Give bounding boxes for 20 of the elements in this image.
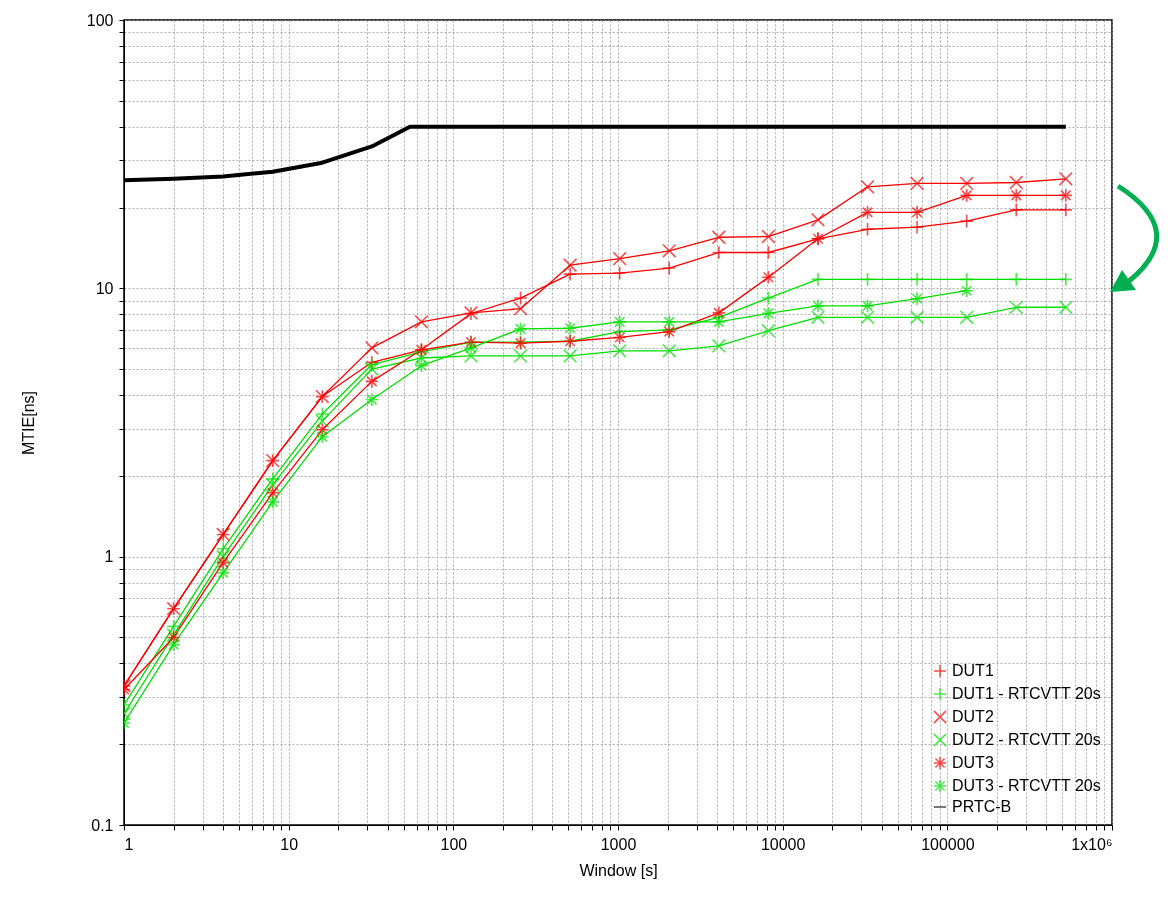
- legend-label: DUT1 - RTCVTT 20s: [952, 685, 1101, 702]
- legend-label: DUT2: [952, 708, 994, 725]
- y-tick-label: 100: [86, 11, 114, 29]
- legend-label: DUT3 - RTCVTT 20s: [952, 777, 1101, 794]
- x-tick-label: 10: [280, 835, 299, 853]
- x-tick-label: 1000: [600, 835, 637, 853]
- x-axis-title: Window [s]: [579, 861, 658, 879]
- x-tick-label: 100: [440, 835, 468, 853]
- legend-label: DUT3: [952, 754, 994, 771]
- x-tick-label: 100000: [921, 835, 975, 853]
- y-tick-label: 1: [104, 548, 114, 566]
- y-tick-label: 0.1: [91, 816, 114, 834]
- y-tick-label: 10: [95, 279, 114, 297]
- x-tick-label: 10000: [760, 835, 806, 853]
- x-tick-label: 1x10⁶: [1071, 835, 1113, 853]
- legend-label: DUT1: [952, 662, 994, 679]
- x-tick-label: 1: [124, 835, 134, 853]
- legend-label: DUT2 - RTCVTT 20s: [952, 731, 1101, 748]
- y-axis-title: MTIE[ns]: [19, 390, 37, 456]
- legend-label: PRTC-B: [952, 798, 1012, 815]
